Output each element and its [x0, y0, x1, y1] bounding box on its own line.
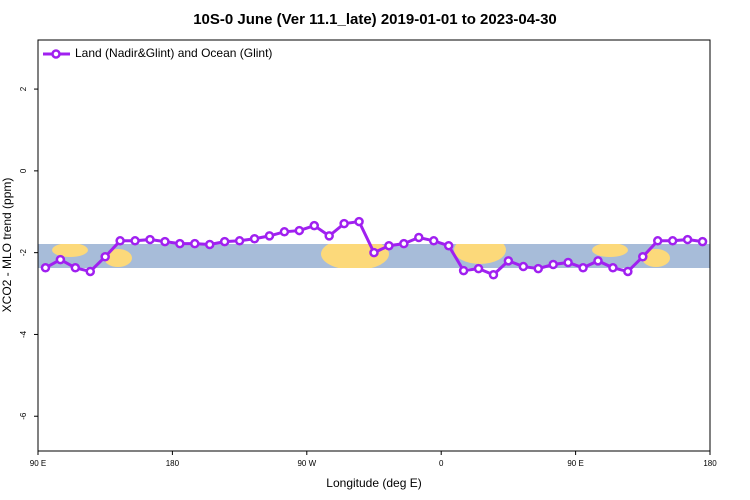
point [458, 265, 469, 276]
point [309, 220, 320, 231]
point [354, 216, 364, 227]
point [204, 239, 215, 250]
x-tick-label: 90 W [297, 459, 316, 468]
point [130, 236, 140, 246]
x-tick-label: 90 E [567, 459, 583, 468]
y-tick-label: -2 [19, 249, 28, 257]
point [503, 256, 514, 266]
point [100, 251, 110, 262]
point [369, 247, 379, 258]
point [160, 236, 170, 247]
point [638, 251, 648, 262]
legend-label: Land (Nadir&Glint) and Ocean (Glint) [75, 46, 272, 60]
point [488, 269, 499, 280]
point [608, 263, 618, 273]
y-tick-label: 2 [19, 86, 28, 91]
point [190, 238, 200, 249]
point [324, 231, 334, 241]
x-tick-label: 180 [166, 459, 180, 468]
x-tick-label: 90 E [30, 459, 46, 468]
point [623, 266, 633, 277]
point [294, 225, 305, 236]
point [175, 238, 185, 249]
y-tick-label: -4 [19, 330, 28, 338]
point [339, 218, 349, 229]
point [443, 240, 454, 251]
point [682, 234, 693, 245]
point [234, 236, 245, 246]
point [697, 236, 708, 247]
point [249, 234, 260, 244]
y-tick-label: 0 [19, 168, 28, 173]
point [518, 261, 529, 272]
point [145, 234, 155, 245]
point [264, 231, 275, 241]
plot-frame [37, 39, 711, 452]
point [115, 236, 125, 246]
y-tick-label: -6 [19, 412, 28, 420]
point [384, 240, 394, 251]
y-axis-label: XCO2 - MLO trend (ppm) [0, 178, 14, 313]
point [533, 263, 544, 274]
point [399, 238, 409, 249]
x-tick-label: 180 [703, 459, 717, 468]
point [70, 263, 81, 273]
point [667, 236, 678, 246]
point [652, 236, 663, 246]
point [279, 227, 290, 237]
point [219, 236, 230, 247]
x-tick-label: 0 [439, 459, 444, 468]
x-axis-label: Longitude (deg E) [326, 476, 421, 490]
point [414, 232, 424, 243]
point [40, 263, 51, 273]
point [85, 266, 96, 277]
point [578, 263, 588, 273]
point [593, 256, 603, 266]
point [55, 254, 66, 265]
point [473, 263, 484, 274]
point [428, 236, 439, 246]
legend-marker [51, 49, 61, 59]
chart-title: 10S-0 June (Ver 11.1_late) 2019-01-01 to… [193, 11, 557, 28]
point [563, 257, 573, 268]
point [548, 259, 558, 270]
